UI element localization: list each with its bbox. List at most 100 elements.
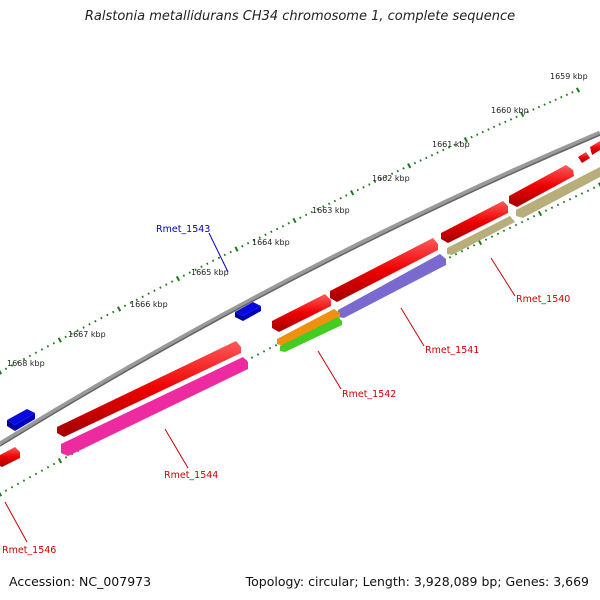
inner-track-minor-tick — [526, 217, 530, 221]
cds-feature-3[interactable] — [509, 165, 574, 207]
purple-feature[interactable] — [338, 254, 446, 318]
outer-track-minor-tick — [64, 335, 67, 339]
outer-track-major-tick — [350, 190, 355, 196]
outer-track-minor-tick — [188, 271, 191, 274]
outer-track-minor-tick — [327, 202, 331, 205]
orange-feature[interactable] — [277, 309, 340, 346]
outer-track-minor-tick — [106, 313, 109, 317]
gene-label-rmet-1541[interactable]: Rmet_1541 — [425, 345, 479, 356]
outer-track-minor-tick — [504, 120, 507, 124]
outer-track-major-tick — [0, 369, 3, 375]
inner-track-minor-tick — [64, 456, 68, 459]
cds-feature-6[interactable] — [272, 294, 331, 332]
olive-feature-2[interactable] — [447, 216, 515, 255]
tick-label-1665: 1665 kbp — [191, 268, 229, 277]
outer-track-minor-tick — [170, 280, 174, 283]
outer-track-minor-tick — [211, 259, 215, 263]
outer-track-minor-tick — [532, 108, 535, 111]
outer-track-minor-tick — [385, 175, 388, 178]
outer-track-minor-tick — [419, 159, 422, 162]
cds-feature-8[interactable] — [0, 447, 20, 467]
cds-feature-1[interactable] — [590, 141, 600, 155]
outer-track-minor-tick — [264, 233, 267, 236]
cds-feature-2[interactable] — [578, 152, 590, 163]
inner-track-minor-tick — [502, 229, 506, 233]
map-title: Ralstonia metallidurans CH34 chromosome … — [84, 9, 516, 24]
inner-track-minor-tick — [574, 195, 578, 198]
outer-track-major-tick — [175, 275, 181, 282]
outer-track-minor-tick — [281, 224, 285, 228]
outer-track-minor-tick — [373, 180, 377, 184]
outer-track-minor-tick — [304, 213, 308, 217]
outer-track-minor-tick — [537, 105, 541, 109]
outer-track-minor-tick — [194, 268, 197, 271]
outer-track-minor-tick — [396, 169, 399, 173]
outer-track-minor-tick — [430, 153, 434, 157]
gene-label-rmet-1543[interactable]: Rmet_1543 — [156, 224, 210, 235]
inner-track-minor-tick — [268, 347, 272, 350]
outer-track-minor-tick — [345, 194, 348, 197]
inner-track-minor-tick — [490, 235, 494, 238]
outer-track-minor-tick — [52, 341, 55, 345]
outer-track-minor-tick — [165, 283, 168, 286]
outer-track-minor-tick — [299, 216, 302, 219]
gene-label-rmet-1540[interactable]: Rmet_1540 — [516, 294, 570, 305]
outer-track-major-tick — [520, 111, 525, 118]
outer-track-minor-tick — [548, 100, 552, 104]
green-feature[interactable] — [280, 317, 342, 352]
olive-feature-1[interactable] — [516, 167, 600, 218]
chromosome-backbone-shade — [0, 134, 600, 447]
gene-rmet-1543-feature[interactable] — [235, 302, 261, 316]
sequence-stats: Topology: circular; Length: 3,928,089 bp… — [245, 574, 589, 589]
outer-track-minor-tick — [322, 205, 325, 208]
inner-track-minor-tick — [466, 247, 470, 250]
inner-track-minor-tick — [568, 197, 572, 201]
accession-text: Accession: NC_007973 — [9, 574, 152, 589]
outer-track-minor-tick — [200, 265, 203, 268]
inner-track-minor-tick — [496, 232, 500, 235]
outer-track-minor-tick — [182, 274, 186, 277]
outer-track-minor-tick — [447, 146, 451, 149]
outer-track-minor-tick — [94, 319, 97, 323]
outer-track-minor-tick — [16, 361, 20, 364]
gene-labels: Rmet_1543 Rmet_1540 Rmet_1541 Rmet_1542 … — [2, 224, 570, 556]
outer-track-minor-tick — [459, 141, 462, 144]
gene-label-rmet-1542[interactable]: Rmet_1542 — [342, 389, 396, 400]
magenta-feature[interactable] — [61, 357, 248, 456]
outer-track-minor-tick — [246, 242, 250, 245]
outer-track-minor-tick — [28, 354, 32, 358]
outer-track-minor-tick — [141, 295, 144, 298]
tick-label-1666: 1666 kbp — [130, 300, 168, 309]
tick-row-outer — [0, 87, 581, 375]
inner-track-minor-tick — [28, 476, 32, 479]
tick-label-1662: 1662 kbp — [372, 174, 410, 183]
outer-track-minor-tick — [147, 292, 150, 295]
outer-track-minor-tick — [362, 186, 365, 189]
forward-strand-features — [7, 302, 261, 431]
inner-track-minor-tick — [52, 462, 56, 466]
outer-track-minor-tick — [498, 123, 501, 126]
blue-feature-left[interactable] — [7, 409, 35, 425]
tick-label-1660: 1660 kbp — [491, 106, 529, 115]
inner-track-minor-tick — [514, 223, 518, 227]
outer-track-minor-tick — [241, 244, 244, 248]
outer-track-minor-tick — [135, 298, 138, 301]
gene-label-rmet-1544[interactable]: Rmet_1544 — [164, 470, 218, 481]
outer-track-minor-tick — [487, 128, 490, 131]
inner-track-minor-tick — [274, 343, 278, 347]
gene-label-rmet-1546[interactable]: Rmet_1546 — [2, 545, 56, 556]
cds-feature-4[interactable] — [441, 201, 508, 243]
cds-feature-7[interactable] — [57, 341, 241, 437]
outer-track-minor-tick — [206, 262, 209, 265]
cds-feature-5[interactable] — [330, 238, 438, 302]
tick-label-1668: 1668 kbp — [7, 359, 45, 368]
outer-track-minor-tick — [4, 367, 8, 371]
inner-track-minor-tick — [454, 252, 458, 256]
tick-label-1661: 1661 kbp — [432, 140, 470, 149]
outer-track-minor-tick — [123, 304, 127, 308]
outer-track-minor-tick — [40, 348, 44, 351]
inner-track-minor-tick — [484, 238, 488, 241]
outer-track-major-tick — [57, 337, 62, 343]
outer-track-minor-tick — [560, 95, 563, 99]
outer-track-minor-tick — [543, 103, 546, 106]
